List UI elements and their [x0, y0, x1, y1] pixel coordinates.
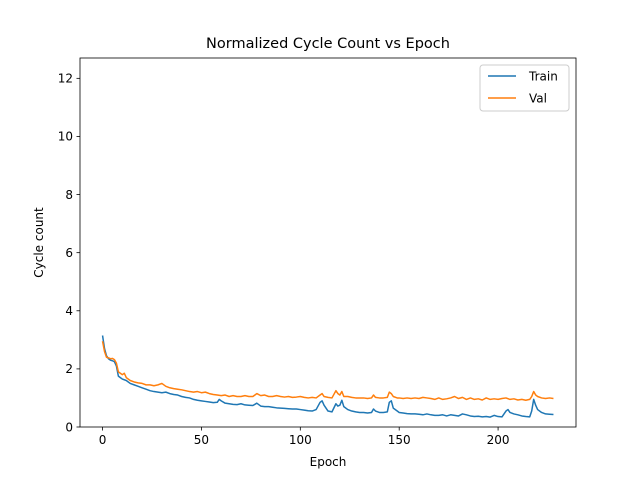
- plot-frame: [79, 57, 577, 428]
- axes-layer: 0 50 100 150 200 0 2 4 6 8 10 12: [58, 72, 510, 447]
- series-line-train: [101, 335, 554, 418]
- y-axis-label: Cycle count: [32, 207, 46, 278]
- legend-label-train: Train: [528, 70, 558, 84]
- chart-title: Normalized Cycle Count vs Epoch: [206, 36, 450, 52]
- x-tick-label: 0: [99, 433, 107, 447]
- x-tick-label: 50: [194, 433, 209, 447]
- series-line-val: [101, 341, 554, 402]
- y-tick-label: 12: [58, 72, 73, 86]
- y-tick-label: 8: [65, 188, 73, 202]
- y-tick-label: 4: [65, 304, 73, 318]
- x-tick-label: 200: [487, 433, 510, 447]
- legend: Train Val: [479, 64, 570, 112]
- y-tick-label: 2: [65, 362, 73, 376]
- x-axis-label: Epoch: [310, 455, 347, 469]
- x-tick-label: 150: [388, 433, 411, 447]
- y-tick-label: 0: [65, 420, 73, 434]
- series-layer: [101, 335, 554, 418]
- plot-area: [80, 58, 576, 427]
- x-tick-label: 100: [289, 433, 312, 447]
- y-tick-label: 6: [65, 246, 73, 260]
- y-tick-label: 10: [58, 130, 73, 144]
- legend-label-val: Val: [529, 92, 547, 106]
